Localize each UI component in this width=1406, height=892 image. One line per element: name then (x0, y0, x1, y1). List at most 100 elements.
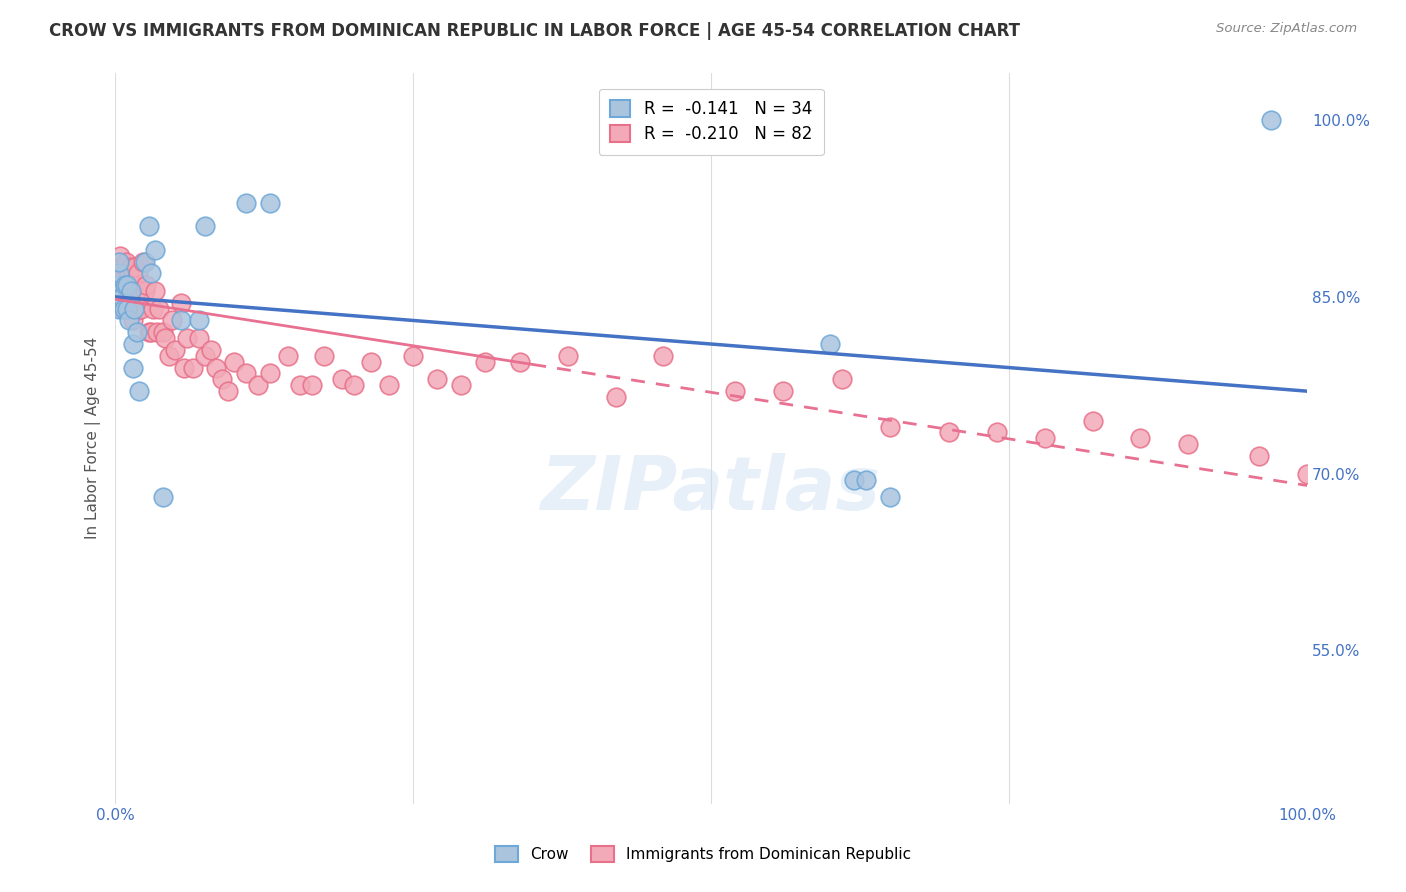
Point (152, 490, 174, 504)
Point (128, 301, 150, 316)
Point (142, 301, 165, 316)
Y-axis label: In Labor Force | Age 45-54: In Labor Force | Age 45-54 (86, 337, 101, 540)
Point (155, 331, 177, 345)
Point (652, 349, 675, 363)
Point (312, 349, 335, 363)
Point (110, 284, 132, 298)
Point (135, 278, 157, 293)
Point (115, 278, 138, 293)
Point (117, 266, 139, 280)
Point (107, 284, 129, 298)
Point (194, 349, 217, 363)
Point (110, 272, 132, 286)
Point (107, 254, 129, 268)
Point (108, 260, 131, 275)
Point (111, 290, 134, 304)
Point (176, 331, 198, 345)
Point (402, 349, 425, 363)
Point (235, 367, 257, 381)
Point (1249, 449, 1271, 463)
Point (235, 195, 257, 210)
Point (138, 219, 160, 234)
Point (134, 284, 156, 298)
Point (509, 354, 531, 368)
Point (187, 313, 209, 327)
Point (107, 301, 129, 316)
Point (107, 278, 129, 293)
Point (301, 378, 323, 392)
Point (200, 343, 222, 357)
Point (842, 473, 865, 487)
Point (118, 266, 141, 280)
Point (111, 301, 134, 316)
Point (148, 301, 170, 316)
Point (879, 419, 901, 434)
Point (138, 325, 160, 339)
Legend: R =  -0.141   N = 34, R =  -0.210   N = 82: R = -0.141 N = 34, R = -0.210 N = 82 (599, 88, 824, 155)
Point (118, 295, 141, 310)
Point (162, 313, 184, 327)
Point (224, 354, 246, 368)
Point (131, 301, 153, 316)
Point (143, 243, 166, 257)
Point (426, 372, 449, 386)
Point (114, 260, 136, 275)
Point (187, 331, 209, 345)
Point (288, 378, 311, 392)
Point (986, 425, 1008, 440)
Point (124, 260, 146, 275)
Point (820, 337, 842, 351)
Point (194, 219, 217, 234)
Point (139, 325, 162, 339)
Point (1033, 431, 1056, 445)
Point (112, 278, 135, 293)
Point (122, 301, 145, 316)
Point (121, 284, 143, 298)
Point (108, 249, 131, 263)
Point (259, 195, 281, 210)
Point (605, 390, 627, 404)
Point (110, 295, 132, 310)
Point (115, 295, 138, 310)
Point (247, 378, 270, 392)
Point (125, 284, 148, 298)
Point (115, 278, 138, 293)
Point (831, 372, 853, 386)
Point (157, 349, 180, 363)
Point (378, 378, 401, 392)
Point (139, 266, 162, 280)
Point (107, 284, 129, 298)
Point (259, 367, 281, 381)
Point (115, 254, 138, 268)
Point (128, 384, 150, 399)
Point (1296, 467, 1319, 481)
Point (772, 384, 794, 399)
Point (163, 343, 186, 357)
Point (205, 360, 228, 375)
Point (277, 349, 299, 363)
Point (122, 337, 145, 351)
Point (1081, 414, 1104, 428)
Point (122, 313, 145, 327)
Point (474, 354, 496, 368)
Point (211, 372, 233, 386)
Point (127, 266, 149, 280)
Point (120, 284, 142, 298)
Point (143, 284, 166, 298)
Point (360, 354, 382, 368)
Legend: Crow, Immigrants from Dominican Republic: Crow, Immigrants from Dominican Republic (488, 840, 918, 868)
Point (181, 360, 204, 375)
Point (173, 360, 195, 375)
Point (125, 325, 148, 339)
Point (122, 278, 145, 293)
Point (112, 301, 135, 316)
Point (134, 254, 156, 268)
Point (152, 325, 174, 339)
Point (146, 325, 169, 339)
Point (1260, 113, 1282, 128)
Point (122, 360, 145, 375)
Point (170, 295, 193, 310)
Point (114, 278, 136, 293)
Point (879, 490, 901, 504)
Point (557, 349, 579, 363)
